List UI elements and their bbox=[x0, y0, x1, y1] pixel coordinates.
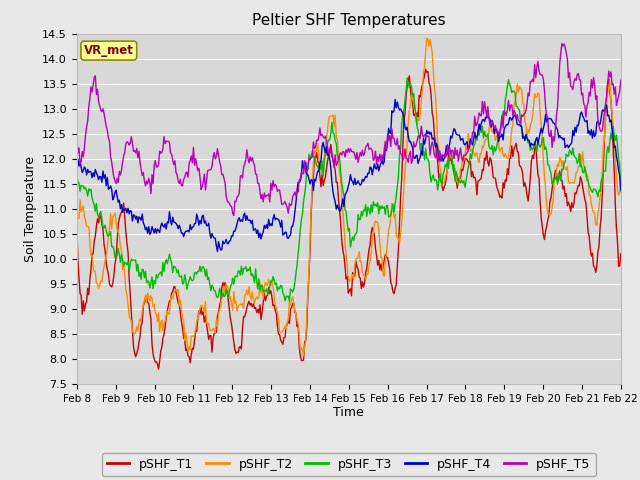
Title: Peltier SHF Temperatures: Peltier SHF Temperatures bbox=[252, 13, 445, 28]
Y-axis label: Soil Temperature: Soil Temperature bbox=[24, 156, 36, 262]
X-axis label: Time: Time bbox=[333, 407, 364, 420]
Text: VR_met: VR_met bbox=[84, 44, 134, 57]
Legend: pSHF_T1, pSHF_T2, pSHF_T3, pSHF_T4, pSHF_T5: pSHF_T1, pSHF_T2, pSHF_T3, pSHF_T4, pSHF… bbox=[102, 453, 596, 476]
